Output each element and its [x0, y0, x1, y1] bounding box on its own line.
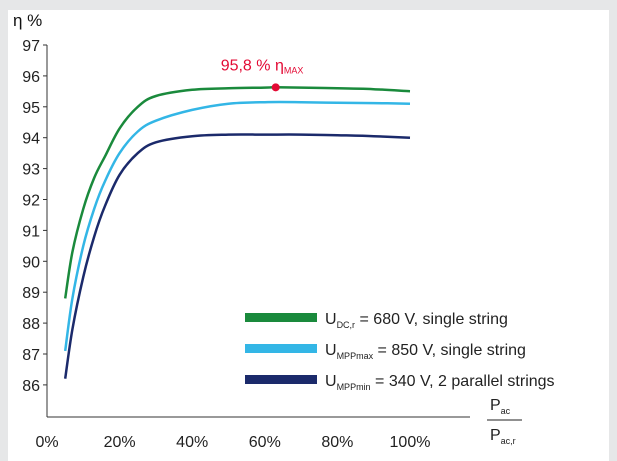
- y-tick-label: 94: [22, 131, 40, 148]
- x-label-numerator: Pac: [490, 397, 511, 416]
- y-tick-label: 95: [22, 100, 40, 117]
- max-efficiency-point: [271, 83, 280, 92]
- legend-label-1: UDC,r = 680 V, single string: [325, 311, 508, 330]
- legend-label-3: UMPPmin = 340 V, 2 parallel strings: [325, 373, 555, 392]
- max-efficiency-subscript: MAX: [284, 65, 304, 75]
- legend-swatch-2: [245, 344, 317, 353]
- y-tick-label: 96: [22, 69, 40, 86]
- series-line-3: [63, 133, 411, 379]
- chart-background: [8, 10, 609, 461]
- y-tick-label: 92: [22, 193, 40, 210]
- legend-swatch-1: [245, 313, 317, 322]
- x-tick-label: 80%: [321, 434, 353, 451]
- y-tick-label: 88: [22, 316, 40, 333]
- series-line-1: [63, 86, 411, 299]
- y-tick-label: 90: [22, 254, 40, 271]
- legend-swatch-3: [245, 375, 317, 384]
- max-efficiency-value: 95,8 % η: [221, 57, 284, 74]
- x-tick-label: 0%: [35, 434, 58, 451]
- y-tick-label: 89: [22, 285, 40, 302]
- y-tick-label: 93: [22, 162, 40, 179]
- x-tick-label: 20%: [104, 434, 136, 451]
- y-tick-label: 87: [22, 347, 40, 364]
- x-label-denominator: Pac,r: [490, 427, 516, 446]
- max-efficiency-label: 95,8 % ηMAX: [221, 57, 304, 75]
- y-tick-label: 91: [22, 223, 40, 240]
- x-tick-label: 60%: [249, 434, 281, 451]
- y-tick-label: 86: [22, 378, 40, 395]
- x-tick-label: 100%: [390, 434, 431, 451]
- y-tick-label: 97: [22, 38, 40, 55]
- x-axis-label: Pac Pac,r: [487, 397, 522, 446]
- y-axis-label: η %: [13, 11, 42, 30]
- x-tick-label: 40%: [176, 434, 208, 451]
- legend: UDC,r = 680 V, single string UMPPmax = 85…: [245, 311, 555, 392]
- legend-label-2: UMPPmax = 850 V, single string: [325, 342, 526, 361]
- series-line-2: [63, 100, 411, 352]
